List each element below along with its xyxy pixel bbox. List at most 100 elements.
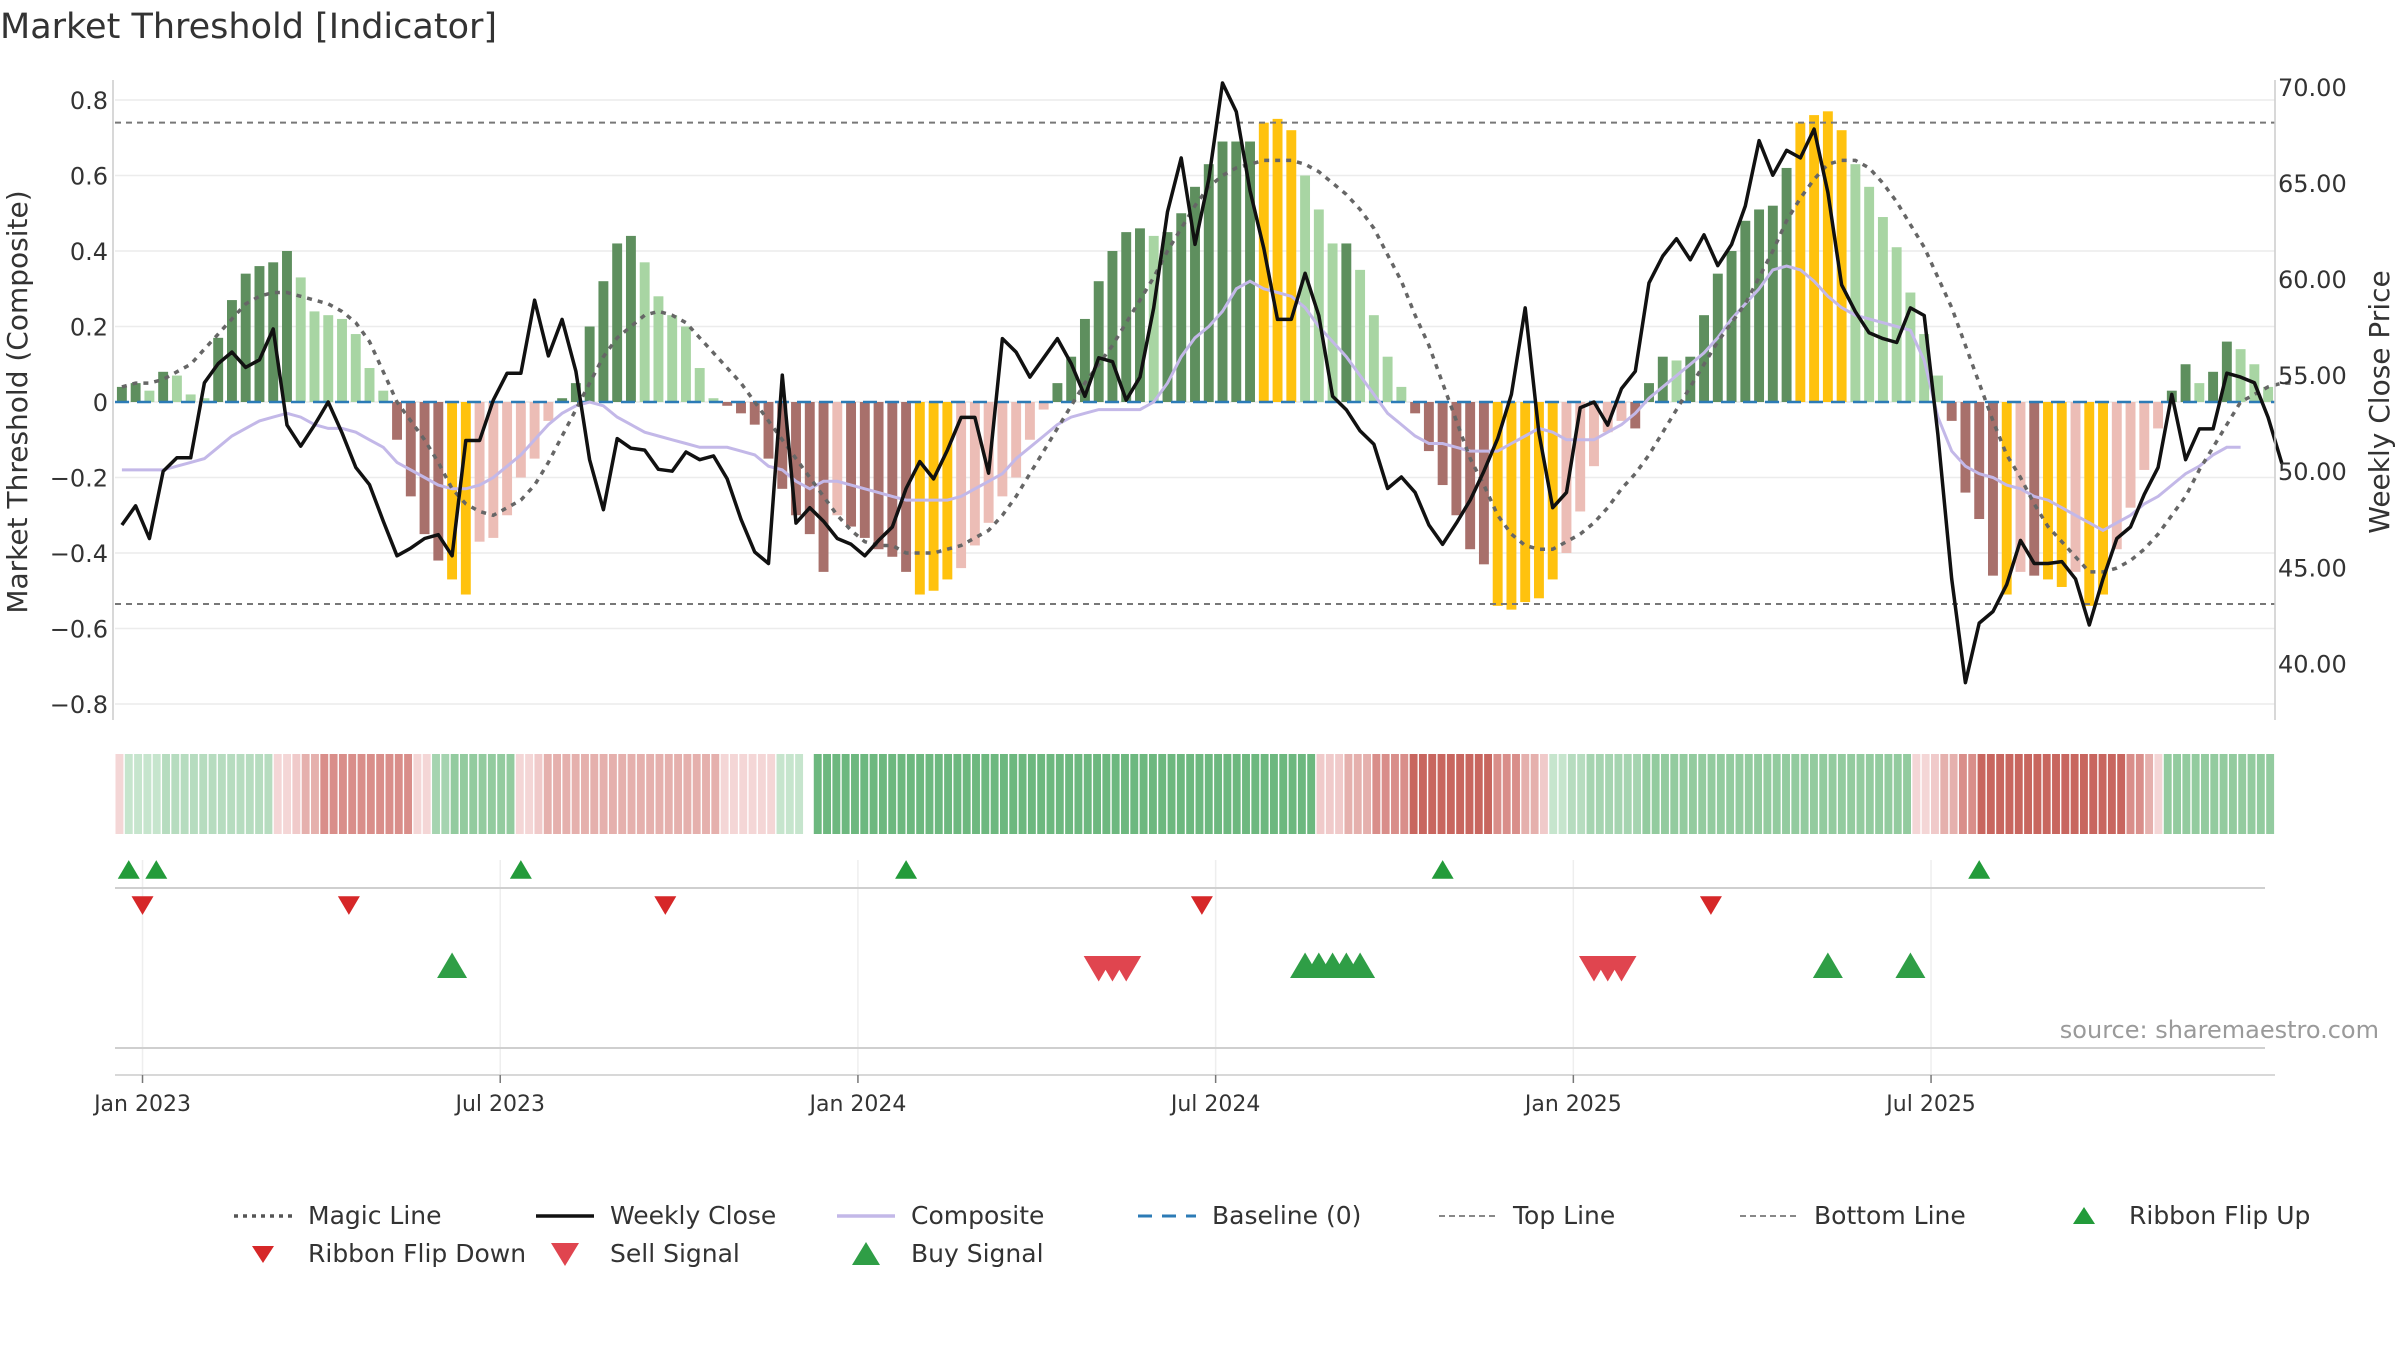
composite-bar xyxy=(1547,402,1558,580)
ribbon-cell xyxy=(1698,754,1707,834)
composite-bar xyxy=(1245,141,1255,402)
composite-bar xyxy=(2125,402,2136,508)
ribbon-cell xyxy=(432,754,440,834)
ribbon-cell xyxy=(636,754,645,834)
y-tick-label: −0.4 xyxy=(50,540,108,568)
buy-signal-marker xyxy=(1345,952,1376,978)
ribbon-cell xyxy=(1623,754,1632,834)
ribbon-cell xyxy=(2256,754,2265,834)
ribbon-cell xyxy=(1539,754,1548,834)
ribbon-cell xyxy=(2228,754,2237,834)
ribbon-cell xyxy=(1223,754,1232,834)
ribbon-cell xyxy=(1502,754,1511,834)
ribbon-cell xyxy=(1065,754,1074,834)
composite-bar xyxy=(639,262,650,402)
ribbon-cell xyxy=(1391,754,1399,834)
composite-bar xyxy=(116,386,127,402)
composite-bar xyxy=(144,390,155,402)
composite-bar xyxy=(515,402,526,478)
ribbon-cell xyxy=(1512,754,1520,834)
composite-bar xyxy=(447,402,458,580)
ribbon-cell xyxy=(301,754,310,834)
ribbon-flip-up-marker xyxy=(117,860,140,879)
ribbon-cell xyxy=(1297,754,1306,834)
composite-bar xyxy=(130,383,141,402)
composite-bar xyxy=(749,402,760,425)
composite-bar xyxy=(1162,232,1173,402)
composite-bar xyxy=(1423,402,1434,452)
composite-bar xyxy=(969,402,980,546)
ribbon-cell xyxy=(553,754,561,834)
composite-bar xyxy=(1478,402,1489,565)
ribbon-cell xyxy=(823,754,831,834)
legend-label: Buy Signal xyxy=(911,1239,1044,1268)
composite-bar xyxy=(378,390,389,402)
ribbon-cell xyxy=(255,754,264,834)
composite-bar xyxy=(1946,402,1957,421)
ribbon-cell xyxy=(2061,754,2070,834)
buy-signal-marker xyxy=(1812,952,1843,978)
composite-bar xyxy=(625,235,636,402)
ribbon-cell xyxy=(1819,754,1828,834)
ribbon-cell xyxy=(1949,754,1958,834)
composite-bar xyxy=(309,311,320,402)
ribbon-cell xyxy=(1558,754,1567,834)
composite-bar xyxy=(1657,356,1668,402)
y2-axis-label: Weekly Close Price xyxy=(2363,270,2396,533)
ribbon-cell xyxy=(767,754,776,834)
ribbon-cell xyxy=(450,754,459,834)
ribbon-cell xyxy=(1335,754,1344,834)
ribbon-cell xyxy=(2117,754,2126,834)
ribbon-cell xyxy=(2042,754,2051,834)
ribbon-cell xyxy=(897,754,906,834)
ribbon-cell xyxy=(1242,754,1250,834)
ribbon-cell xyxy=(729,754,738,834)
legend-swatch xyxy=(252,1246,274,1263)
composite-bar xyxy=(1341,243,1352,402)
ribbon-cell xyxy=(1931,754,1939,834)
ribbon-cell xyxy=(376,754,385,834)
weekly-close-line xyxy=(120,81,2284,685)
ribbon-cell xyxy=(1307,754,1316,834)
ribbon-cell xyxy=(357,754,366,834)
y-tick-label: 0.6 xyxy=(70,163,108,191)
ribbon-cell xyxy=(2005,754,2014,834)
ribbon-cell xyxy=(1595,754,1604,834)
composite-bar xyxy=(956,402,967,569)
ribbon-cell xyxy=(953,754,962,834)
sell-signal-marker xyxy=(1606,956,1637,982)
y2-tick-label: 60.00 xyxy=(2278,266,2347,294)
ribbon-cell xyxy=(1800,754,1809,834)
composite-bar xyxy=(2015,402,2026,572)
ribbon-cell xyxy=(1912,754,1921,834)
ribbon-cell xyxy=(692,754,701,834)
composite-bar xyxy=(529,402,540,459)
ribbon-cell xyxy=(1837,754,1846,834)
composite-bar xyxy=(1066,356,1077,402)
ribbon-cell xyxy=(394,754,403,834)
composite-bar xyxy=(1396,386,1407,402)
composite-bar xyxy=(1286,130,1297,402)
x-tick-label: Jul 2024 xyxy=(1169,1092,1261,1117)
legend-label: Top Line xyxy=(1512,1201,1615,1230)
ribbon-flip-up-marker xyxy=(509,860,532,879)
ribbon-cell xyxy=(292,754,301,834)
composite-bar xyxy=(804,402,815,535)
ribbon-cell xyxy=(702,754,710,834)
ribbon-cell xyxy=(1977,754,1986,834)
ribbon-cell xyxy=(1716,754,1725,834)
composite-bar xyxy=(722,402,733,406)
ribbon-flip-down-marker xyxy=(131,896,154,915)
signal-markers xyxy=(115,860,2265,1049)
ribbon-cell xyxy=(1567,754,1576,834)
composite-bar xyxy=(433,402,444,561)
composite-bar xyxy=(1410,402,1421,414)
ribbon-cell xyxy=(1661,754,1669,834)
ribbon-cell xyxy=(1986,754,1995,834)
composite-bar xyxy=(818,402,829,572)
source-note: source: sharemaestro.com xyxy=(2060,1016,2379,1044)
legend-item: Weekly Close xyxy=(536,1201,776,1230)
composite-bar xyxy=(1575,402,1586,512)
ribbon-cell xyxy=(1139,754,1148,834)
ribbon-cell xyxy=(1046,754,1055,834)
